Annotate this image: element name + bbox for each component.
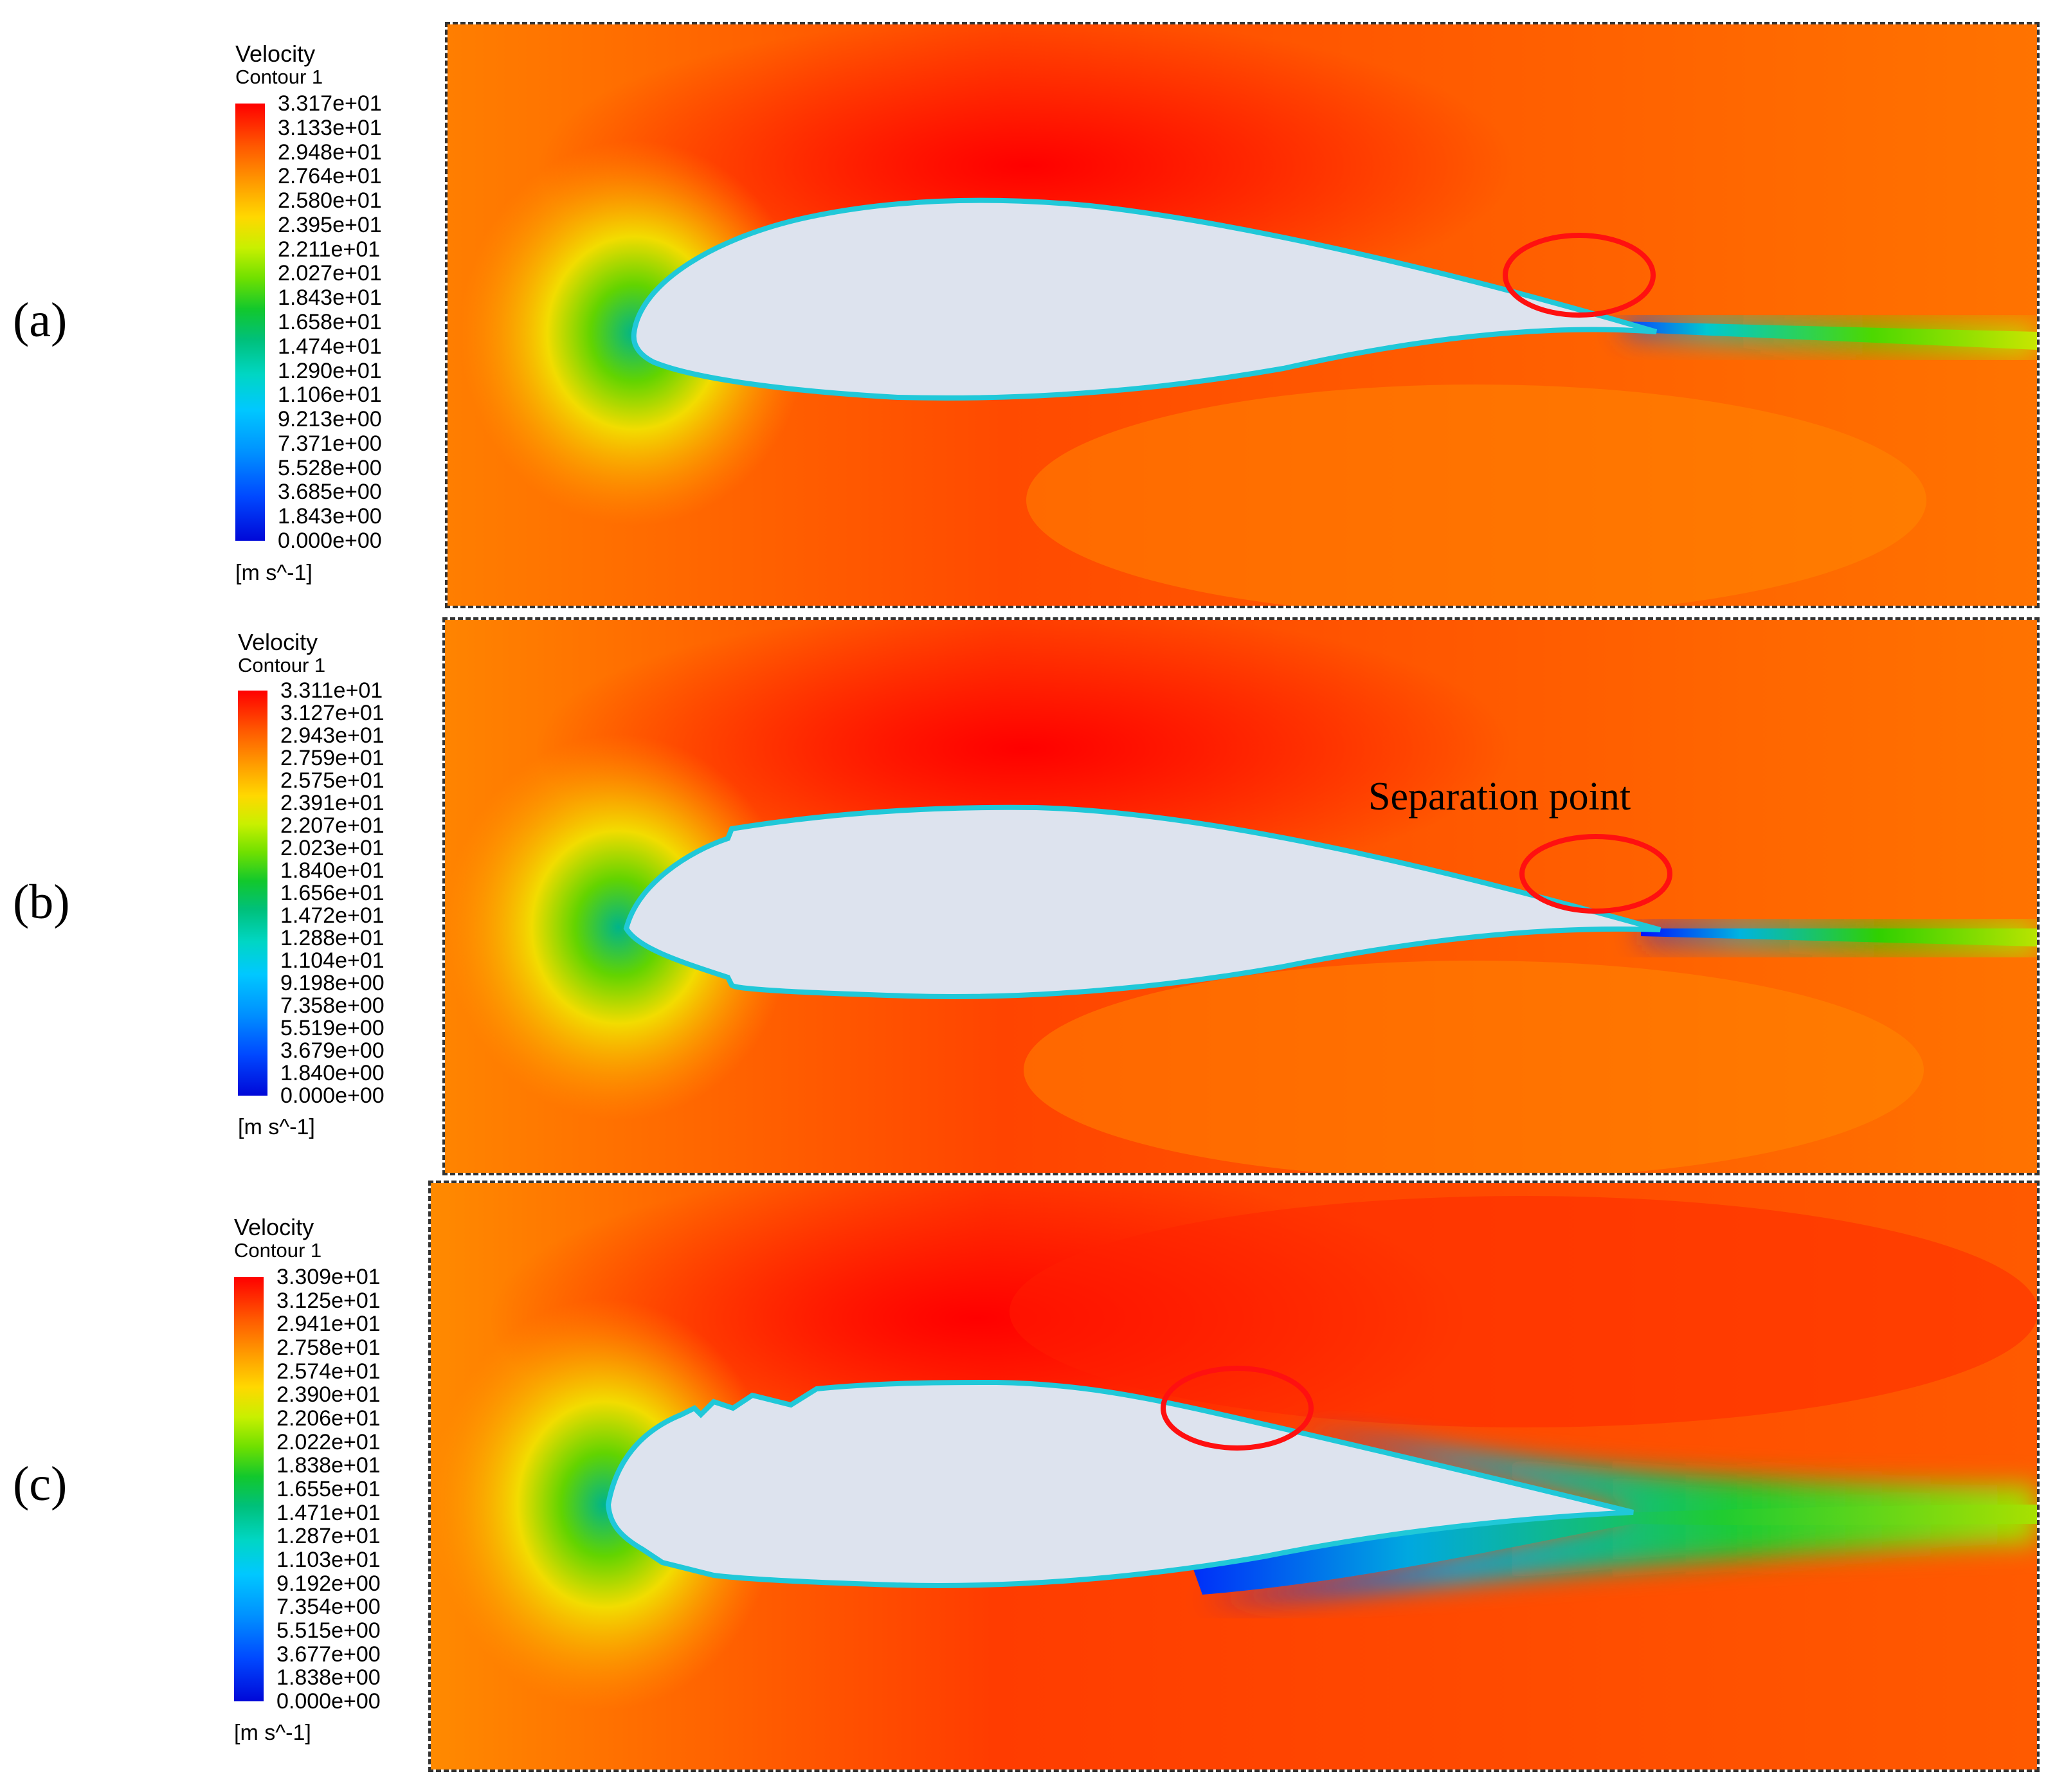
tick-label: 3.127e+01 — [280, 701, 385, 725]
contour-field-c — [431, 1183, 2037, 1769]
contour-plot-a — [445, 22, 2040, 608]
tick-label: 1.290e+01 — [278, 358, 382, 383]
tick-label: 1.106e+01 — [278, 383, 382, 408]
panel-label-c: (c) — [13, 1457, 68, 1511]
tick-label: 2.943e+01 — [280, 723, 385, 748]
tick-label: 1.288e+01 — [280, 926, 385, 950]
tick-label: 1.472e+01 — [280, 903, 385, 928]
contour-plot-c — [428, 1181, 2040, 1772]
legend-unit-b: [m s^-1] — [238, 1115, 315, 1139]
tick-label: 1.840e+01 — [280, 858, 385, 883]
tick-label: 1.838e+00 — [276, 1665, 381, 1690]
legend-subtitle-b: Contour 1 — [238, 654, 326, 676]
contour-plot-b: Separation point — [442, 617, 2040, 1175]
tick-label: 7.354e+00 — [276, 1595, 381, 1620]
tick-label: 0.000e+00 — [276, 1689, 381, 1714]
tick-label: 2.764e+01 — [278, 164, 382, 189]
wake-core — [1624, 321, 2037, 350]
tick-label: 1.840e+00 — [280, 1061, 385, 1085]
tick-label: 2.023e+01 — [280, 836, 385, 860]
panel-label-a: (a) — [13, 293, 68, 347]
tick-label: 5.519e+00 — [280, 1016, 385, 1040]
tick-label: 1.103e+01 — [276, 1548, 381, 1572]
tick-label: 2.575e+01 — [280, 768, 385, 793]
tick-label: 7.371e+00 — [278, 431, 382, 456]
tick-label: 5.528e+00 — [278, 455, 382, 480]
tick-label: 7.358e+00 — [280, 993, 385, 1018]
stagnation-region — [445, 734, 792, 1120]
tick-label: 2.390e+01 — [276, 1382, 381, 1407]
tick-label: 3.133e+01 — [278, 115, 382, 140]
tick-label: 2.022e+01 — [276, 1429, 381, 1454]
tick-label: 3.317e+01 — [278, 91, 382, 116]
tick-label: 2.948e+01 — [278, 140, 382, 165]
tick-label: 0.000e+00 — [278, 529, 382, 553]
lower-velocity-region — [1024, 961, 1924, 1173]
separation-marker — [1503, 233, 1656, 318]
tick-label: 2.574e+01 — [276, 1359, 381, 1384]
tick-label: 2.759e+01 — [280, 746, 385, 770]
airfoil — [631, 197, 1658, 401]
tick-label: 1.656e+01 — [280, 881, 385, 905]
tick-label: 9.198e+00 — [280, 971, 385, 995]
lower-velocity-region — [1026, 385, 1926, 606]
tick-label: 2.211e+01 — [278, 237, 381, 262]
tick-label: 1.471e+01 — [276, 1500, 381, 1525]
tick-label: 9.192e+00 — [276, 1571, 381, 1596]
tick-label: 2.941e+01 — [276, 1312, 381, 1337]
tick-label: 2.391e+01 — [280, 791, 385, 815]
panel-label-b: (b) — [13, 875, 70, 929]
tick-label: 2.206e+01 — [276, 1406, 381, 1431]
tick-label: 3.125e+01 — [276, 1288, 381, 1313]
tick-label: 2.758e+01 — [276, 1335, 381, 1360]
separation-point-annotation: Separation point — [1368, 775, 1631, 819]
wake-core — [1641, 928, 2037, 946]
separation-marker — [1519, 834, 1672, 914]
tick-label: 1.843e+00 — [278, 504, 382, 529]
colorbar-a — [235, 104, 265, 541]
tick-label: 1.474e+01 — [278, 334, 382, 359]
tick-label: 1.838e+01 — [276, 1453, 381, 1478]
colorbar-c — [234, 1277, 264, 1701]
separation-marker — [1161, 1366, 1314, 1451]
tick-label: 5.515e+00 — [276, 1618, 381, 1643]
upper-wake-region — [1009, 1196, 2037, 1427]
legend-unit-a: [m s^-1] — [235, 561, 312, 585]
tick-label: 3.677e+00 — [276, 1642, 381, 1667]
tick-label: 2.395e+01 — [278, 212, 382, 237]
tick-label: 1.287e+01 — [276, 1524, 381, 1549]
tick-label: 0.000e+00 — [280, 1083, 385, 1108]
tick-label: 1.658e+01 — [278, 310, 382, 334]
tick-label: 1.104e+01 — [280, 948, 385, 973]
tick-label: 3.685e+00 — [278, 480, 382, 505]
tick-label: 3.311e+01 — [280, 678, 383, 703]
airfoil — [623, 804, 1661, 999]
legend-subtitle-c: Contour 1 — [234, 1239, 322, 1262]
tick-label: 3.679e+00 — [280, 1038, 385, 1063]
legend-title-a: Velocity — [235, 41, 316, 67]
legend-title-c: Velocity — [234, 1214, 314, 1240]
contour-field-a — [448, 24, 2037, 606]
tick-label: 9.213e+00 — [278, 407, 382, 432]
tick-label: 3.309e+01 — [276, 1265, 381, 1289]
legend-title-b: Velocity — [238, 629, 318, 655]
contour-field-b — [445, 620, 2037, 1173]
tick-label: 2.580e+01 — [278, 188, 382, 213]
legend-subtitle-a: Contour 1 — [235, 66, 323, 88]
colorbar-b — [238, 691, 267, 1096]
tick-label: 2.207e+01 — [280, 813, 385, 838]
airfoil — [605, 1379, 1634, 1588]
tick-label: 1.843e+01 — [278, 285, 382, 311]
tick-label: 1.655e+01 — [276, 1477, 381, 1501]
legend-unit-c: [m s^-1] — [234, 1721, 311, 1745]
tick-label: 2.027e+01 — [278, 261, 382, 286]
stagnation-region — [431, 1299, 778, 1710]
